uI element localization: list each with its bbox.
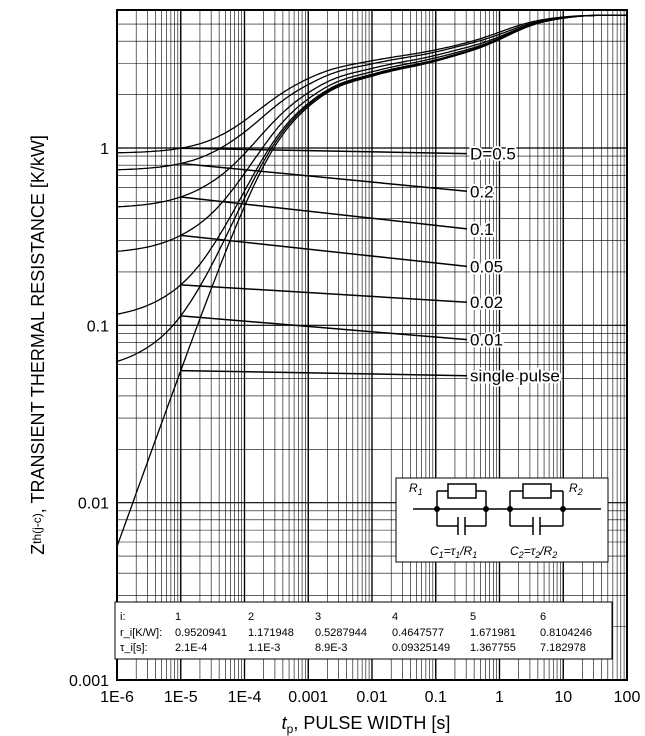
x-tick-label: 1E-5: [164, 689, 198, 706]
table-cell: 0.9520941: [175, 627, 227, 639]
table-cell: τ_i[s]:: [120, 642, 148, 654]
table-cell: 1.1E-3: [248, 642, 280, 654]
leader-line: [180, 315, 468, 341]
table-cell: 7.182978: [540, 642, 586, 654]
leader-line: [180, 162, 468, 193]
curves: [116, 14, 627, 547]
table-cell: 1.367755: [470, 642, 516, 654]
inset-box: [395, 477, 609, 563]
r2-label: R2: [569, 481, 583, 497]
resistor-r2: [522, 483, 552, 499]
duty-cycle-label: single pulse: [470, 367, 560, 386]
y-tick-label: 0.001: [69, 673, 109, 690]
duty-cycle-label: 0.1: [470, 220, 494, 239]
table-header-cell: 4: [392, 611, 398, 623]
x-tick-label: 10: [554, 689, 572, 706]
leader-line: [180, 369, 468, 377]
c1-label: C1=τ1/R1: [430, 544, 477, 560]
table-cell: 0.4647577: [392, 627, 444, 639]
y-tick-label: 0.01: [78, 496, 109, 513]
table-cell: 0.5287944: [315, 627, 367, 639]
grid-lines: [116, 9, 628, 681]
curve-D-0-5: [116, 14, 627, 154]
x-tick-label: 1: [495, 689, 504, 706]
table-cell: 1.171948: [248, 627, 294, 639]
table-cell: 2.1E-4: [175, 642, 207, 654]
x-tick-label: 100: [614, 689, 641, 706]
c2-label: C2=τ2/R2: [510, 544, 557, 560]
y-tick-label: 0.1: [87, 318, 109, 335]
parameter-table: i: 1 2 3 4 5 6 r_i[K/W]: 0.9520941 1.171948 0.5287…: [114, 601, 613, 660]
duty-cycle-label: 0.01: [470, 331, 503, 350]
x-axis-label: tp, PULSE WIDTH [s]: [282, 713, 451, 736]
leader-line: [180, 147, 468, 155]
tick-labels: 1E-6 1E-5 1E-4 0.001 0.01 0.1 1 10 100 0.001 0.01 0…: [69, 141, 640, 706]
table-cell: 0.8104246: [540, 627, 592, 639]
duty-cycle-label: 0.2: [470, 182, 494, 201]
table-cell: 8.9E-3: [315, 642, 347, 654]
duty-cycle-label: 0.05: [470, 257, 503, 276]
table-cell: 0.09325149: [392, 642, 450, 654]
curve-single-pulse: [116, 14, 627, 547]
duty-cycle-labels: D=0.5 0.2 0.1 0.05 0.02 0.01 single pulse: [468, 143, 562, 388]
x-tick-label: 1E-4: [228, 689, 262, 706]
leader-line: [180, 284, 468, 303]
table-cell: 1.671981: [470, 627, 516, 639]
table-box: [114, 601, 613, 660]
y-axis-label: Zth(j-c), TRANSIENT THERMAL RESISTANCE […: [28, 135, 48, 555]
x-tick-label: 0.001: [288, 689, 328, 706]
table-header-cell: 1: [175, 611, 181, 623]
r1-label: R1: [409, 481, 423, 497]
duty-cycle-label: 0.02: [470, 293, 503, 312]
x-tick-label: 0.01: [356, 689, 387, 706]
duty-cycle-label: D=0.5: [470, 145, 516, 164]
curve-0-2: [117, 14, 627, 171]
leader-line: [180, 234, 468, 268]
foster-network-inset: R1 R2 C1=τ1/R1 C2=τ2/R2: [395, 477, 609, 563]
table-header-cell: i:: [120, 611, 126, 623]
table-header-cell: 2: [248, 611, 254, 623]
x-tick-label: 0.1: [425, 689, 447, 706]
resistor-r1: [447, 483, 477, 499]
y-tick-label: 1: [100, 141, 109, 158]
table-header-cell: 6: [540, 611, 546, 623]
plot-frame: [116, 9, 628, 681]
x-tick-label: 1E-6: [100, 689, 134, 706]
table-header-cell: 5: [470, 611, 476, 623]
table-cell: r_i[K/W]:: [120, 627, 162, 639]
leader-line: [180, 196, 468, 230]
table-header-cell: 3: [315, 611, 321, 623]
